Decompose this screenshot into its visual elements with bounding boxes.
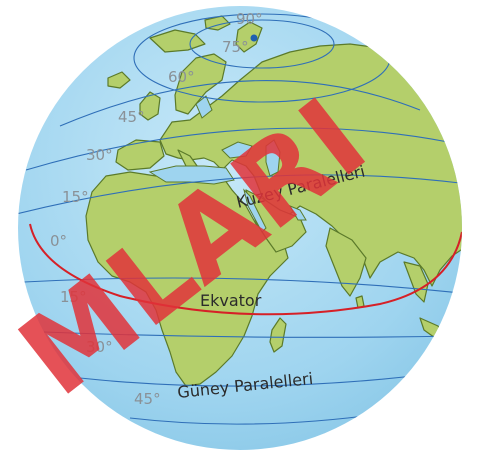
land-arctic-islands xyxy=(149,29,206,53)
parallel-s45 xyxy=(79,373,431,387)
north-pole-dot xyxy=(250,34,258,42)
label-90-deg: 90° xyxy=(236,10,263,28)
parallel-lines xyxy=(18,13,462,425)
parallel-s30 xyxy=(43,331,459,338)
equator-label: Ekvator xyxy=(200,291,262,310)
land-iceland xyxy=(107,71,131,89)
inland-seas xyxy=(148,95,307,233)
land-india xyxy=(325,227,367,297)
parallel-s15 xyxy=(23,277,462,295)
parallel-15 xyxy=(18,174,462,215)
persian-gulf xyxy=(288,205,307,221)
label-45-deg-south: 45° xyxy=(134,390,161,408)
land-madagascar xyxy=(269,317,287,353)
land-novaya-zemlya xyxy=(235,21,263,53)
label-15-deg-north: 15° xyxy=(62,188,89,206)
land-britain xyxy=(139,91,161,121)
label-60-deg: 60° xyxy=(168,68,195,86)
label-30-deg-south: 30° xyxy=(86,338,113,356)
land-masses xyxy=(85,15,483,387)
land-eurasia xyxy=(159,43,462,287)
parallel-30 xyxy=(25,127,449,171)
land-japan xyxy=(470,150,483,180)
land-borneo xyxy=(451,299,462,323)
label-45-deg: 45° xyxy=(118,108,145,126)
mediterranean-sea xyxy=(148,165,235,185)
black-sea xyxy=(221,141,253,159)
red-sea xyxy=(243,188,267,233)
label-0-deg: 0° xyxy=(50,232,67,250)
label-15-deg-south: 15° xyxy=(60,288,87,306)
land-scandinavia xyxy=(174,53,227,115)
label-30-deg: 30° xyxy=(86,146,113,164)
land-southeast-asia xyxy=(403,261,429,303)
equator-line xyxy=(29,223,462,316)
parallel-75 xyxy=(189,19,335,69)
parallel-s60 xyxy=(129,413,381,425)
caspian-sea xyxy=(265,139,281,177)
parallel-45 xyxy=(59,80,421,127)
baltic-sea xyxy=(195,95,213,119)
land-iberia xyxy=(115,139,165,171)
label-75-deg: 75° xyxy=(222,38,249,56)
